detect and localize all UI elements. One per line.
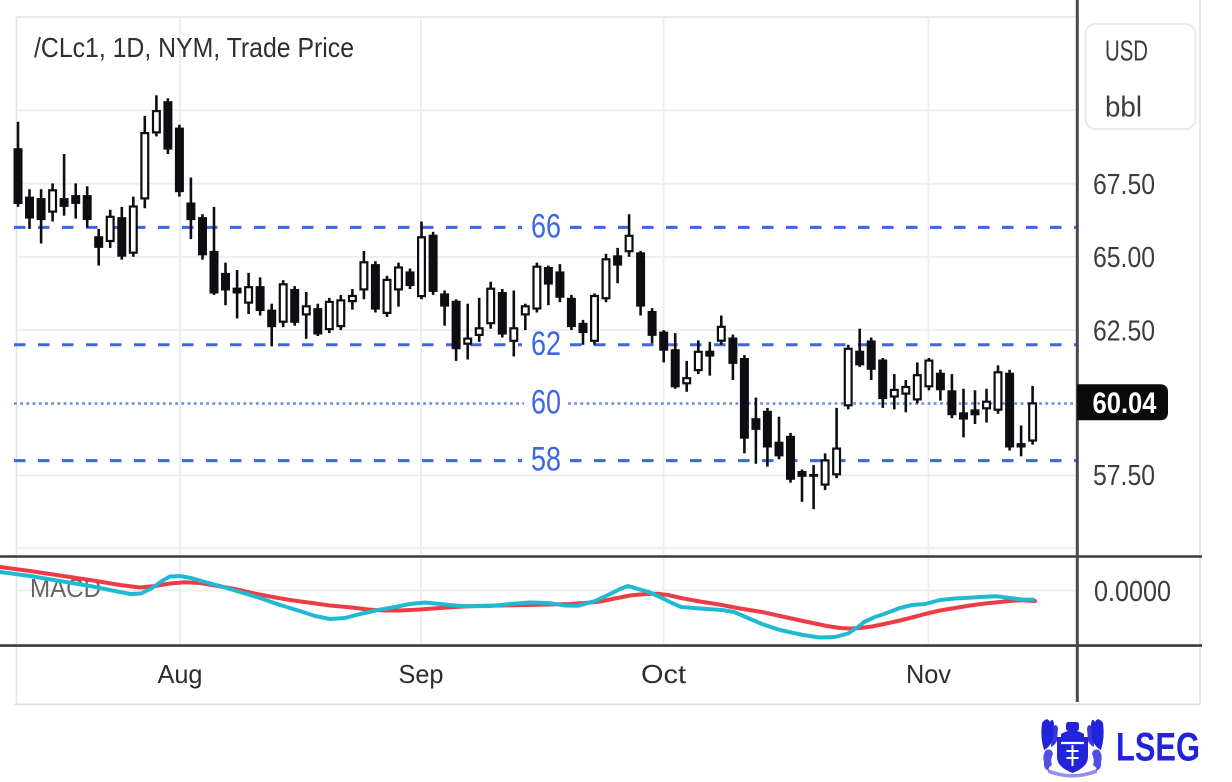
svg-text:Nov: Nov: [906, 659, 951, 689]
svg-text:60: 60: [531, 384, 561, 422]
svg-text:/CLc1, 1D, NYM, Trade Price: /CLc1, 1D, NYM, Trade Price: [34, 32, 354, 63]
svg-text:Oct: Oct: [641, 659, 687, 689]
svg-text:Aug: Aug: [158, 659, 203, 689]
svg-text:bbl: bbl: [1105, 92, 1142, 124]
svg-text:Sep: Sep: [399, 659, 444, 689]
svg-text:67.50: 67.50: [1093, 169, 1155, 201]
svg-text:58: 58: [531, 441, 561, 479]
svg-text:0.0000: 0.0000: [1094, 576, 1171, 608]
svg-text:60.04: 60.04: [1093, 387, 1157, 420]
svg-text:62.50: 62.50: [1093, 316, 1155, 348]
svg-text:57.50: 57.50: [1093, 460, 1155, 492]
svg-text:62: 62: [531, 325, 561, 363]
svg-text:LSEG: LSEG: [1116, 726, 1200, 770]
svg-text:66: 66: [531, 207, 561, 245]
svg-text:USD: USD: [1105, 36, 1148, 68]
svg-text:65.00: 65.00: [1093, 242, 1155, 274]
